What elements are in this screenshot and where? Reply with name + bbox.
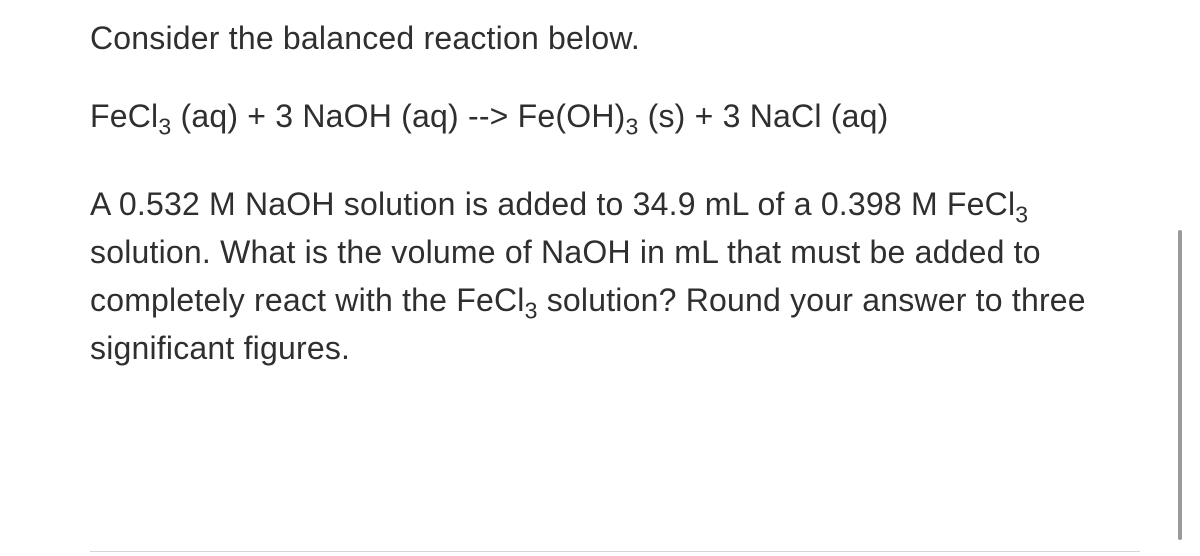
product-2-formula: NaCl [750, 98, 822, 134]
reactant-2-coeff: 3 [275, 98, 302, 134]
question-text: A 0.532 M NaOH solution is added to 34.9… [90, 180, 1110, 372]
reactant-1-formula: FeCl [90, 98, 158, 134]
reactant-1-state: (aq) [171, 98, 238, 134]
product-2-state: (aq) [822, 98, 889, 134]
reaction-equation: FeCl3 (aq) + 3 NaOH (aq) --> Fe(OH)3 (s)… [90, 92, 1110, 140]
question-sub-2: 3 [525, 297, 538, 323]
plus-1: + [238, 98, 275, 134]
intro-text: Consider the balanced reaction below. [90, 14, 1110, 62]
question-sub-1: 3 [1015, 201, 1028, 227]
product-1-sub: 3 [626, 113, 639, 139]
plus-2: + [686, 98, 723, 134]
reactant-2-formula: NaOH [302, 98, 392, 134]
reactant-2-state: (aq) [392, 98, 459, 134]
product-1-formula: Fe(OH) [518, 98, 626, 134]
reactant-1-sub: 3 [158, 113, 171, 139]
problem-container: Consider the balanced reaction below. Fe… [0, 0, 1200, 392]
arrow: --> [459, 98, 518, 134]
divider [90, 551, 1140, 552]
scrollbar[interactable] [1178, 230, 1182, 540]
question-part-1: A 0.532 M NaOH solution is added to 34.9… [90, 186, 1015, 222]
product-1-state: (s) [639, 98, 686, 134]
product-2-coeff: 3 [723, 98, 750, 134]
